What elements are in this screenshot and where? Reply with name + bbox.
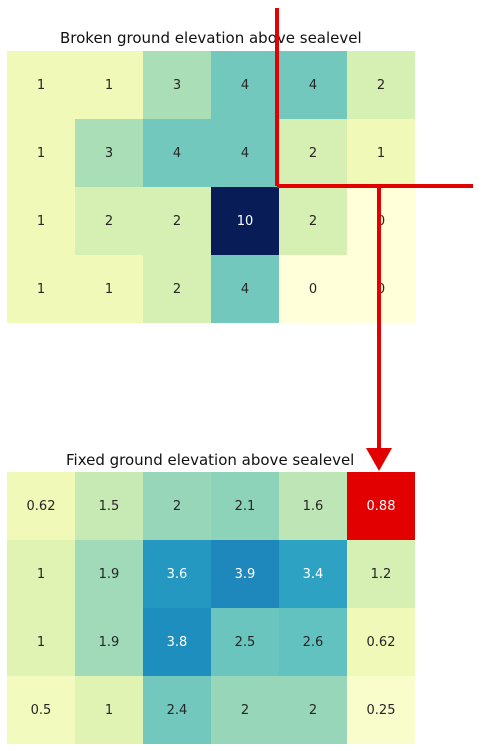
heatmap-cell: 2 — [279, 676, 347, 744]
heatmap-cell: 0.88 — [347, 472, 415, 540]
fixed-heatmap-title: Fixed ground elevation above sealevel — [66, 451, 355, 469]
heatmap-cell: 2 — [75, 187, 143, 255]
heatmap-cell: 2.1 — [211, 472, 279, 540]
heatmap-cell: 1.9 — [75, 540, 143, 608]
heatmap-cell: 1.2 — [347, 540, 415, 608]
heatmap-cell: 2.6 — [279, 608, 347, 676]
heatmap-cell: 0 — [279, 255, 347, 323]
heatmap-cell: 3.8 — [143, 608, 211, 676]
heatmap-cell: 10 — [211, 187, 279, 255]
heatmap-cell: 2.4 — [143, 676, 211, 744]
heatmap-cell: 0.25 — [347, 676, 415, 744]
heatmap-cell: 2.5 — [211, 608, 279, 676]
heatmap-cell: 0 — [347, 255, 415, 323]
heatmap-cell: 4 — [279, 51, 347, 119]
heatmap-cell: 3.9 — [211, 540, 279, 608]
heatmap-cell: 4 — [143, 119, 211, 187]
heatmap-cell: 3.4 — [279, 540, 347, 608]
heatmap-cell: 0.62 — [7, 472, 75, 540]
heatmap-cell: 1 — [7, 187, 75, 255]
heatmap-cell: 1 — [7, 255, 75, 323]
broken-heatmap-title: Broken ground elevation above sealevel — [60, 29, 362, 47]
heatmap-cell: 2 — [279, 187, 347, 255]
heatmap-cell: 0 — [347, 187, 415, 255]
heatmap-cell: 1.6 — [279, 472, 347, 540]
heatmap-cell: 2 — [143, 472, 211, 540]
heatmap-cell: 1 — [7, 51, 75, 119]
heatmap-cell: 3 — [75, 119, 143, 187]
fixed-elevation-heatmap: 0.62 1.5 2 2.1 1.6 0.88 1 1.9 3.6 3.9 3.4 1.2 1 1.9 3.… — [7, 472, 415, 744]
annotation-arrow-head — [366, 448, 392, 471]
broken-elevation-heatmap: 1 1 3 4 4 2 1 3 4 4 2 1 1 2 2 10 2 0 1 1 2 4 0 0 — [7, 51, 415, 323]
heatmap-cell: 0.62 — [347, 608, 415, 676]
heatmap-cell: 1 — [75, 51, 143, 119]
heatmap-cell: 2 — [143, 187, 211, 255]
heatmap-cell: 1.5 — [75, 472, 143, 540]
heatmap-cell: 2 — [347, 51, 415, 119]
heatmap-cell: 3 — [143, 51, 211, 119]
heatmap-cell: 3.6 — [143, 540, 211, 608]
heatmap-cell: 1 — [75, 255, 143, 323]
heatmap-cell: 4 — [211, 255, 279, 323]
heatmap-cell: 1 — [7, 119, 75, 187]
heatmap-cell: 1 — [75, 676, 143, 744]
heatmap-cell: 2 — [279, 119, 347, 187]
heatmap-cell: 2 — [211, 676, 279, 744]
heatmap-cell: 0.5 — [7, 676, 75, 744]
heatmap-cell: 1 — [347, 119, 415, 187]
heatmap-cell: 1.9 — [75, 608, 143, 676]
heatmap-cell: 1 — [7, 608, 75, 676]
heatmap-cell: 4 — [211, 51, 279, 119]
heatmap-cell: 4 — [211, 119, 279, 187]
heatmap-cell: 1 — [7, 540, 75, 608]
heatmap-cell: 2 — [143, 255, 211, 323]
